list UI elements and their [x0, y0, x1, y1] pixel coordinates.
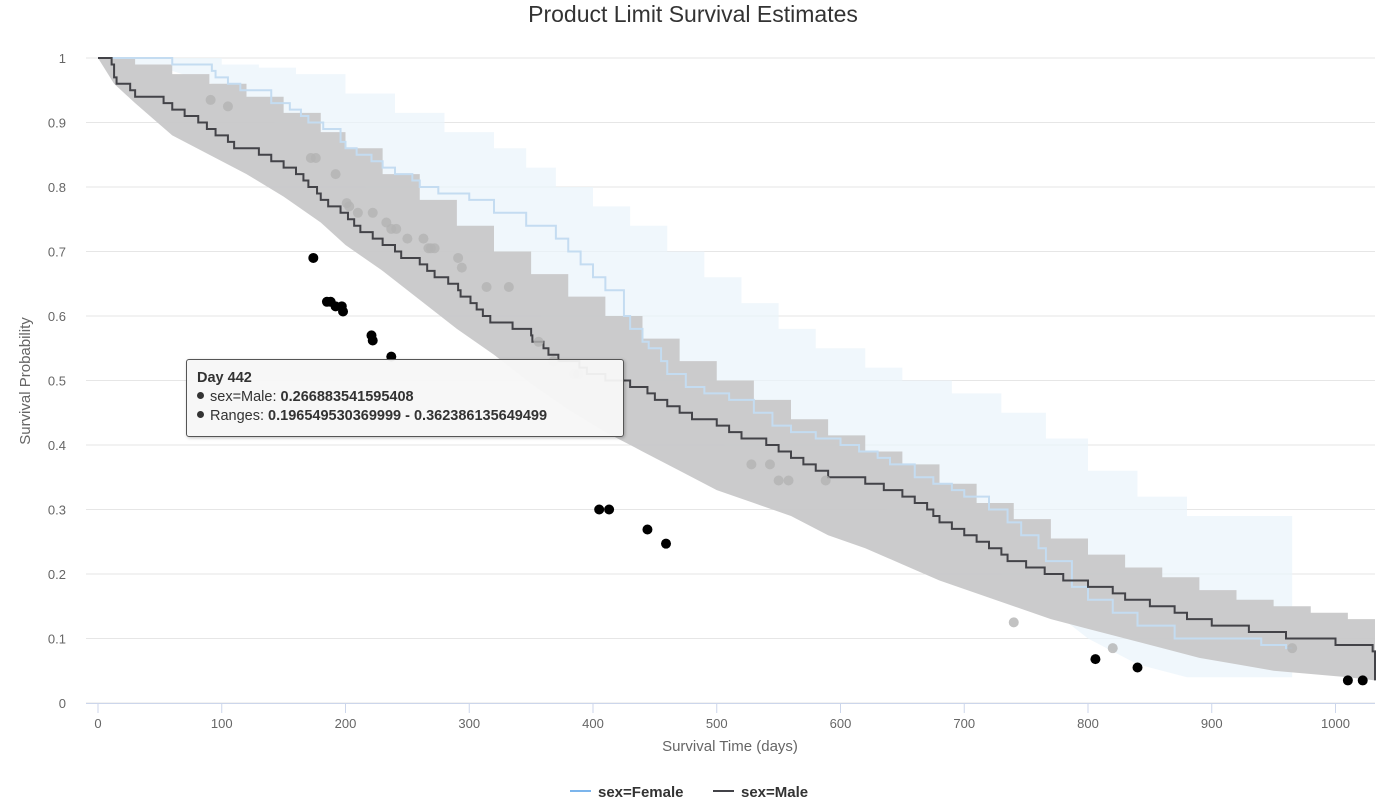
male-censor-marker [1357, 675, 1368, 686]
tooltip-label: Ranges: [210, 408, 269, 424]
female-censor-marker [773, 475, 784, 486]
x-tick-label: 700 [953, 716, 975, 731]
series-dot-icon [197, 392, 204, 399]
female-censor-marker [456, 262, 467, 273]
female-survival-line [98, 57, 1293, 650]
y-tick-label: 0.5 [48, 374, 66, 389]
female-censor-marker [746, 459, 757, 470]
tooltip-row-value: sex=Male: 0.266883541595408 [197, 388, 613, 407]
y-tick-label: 0.2 [48, 567, 66, 582]
x-axis-title: Survival Time (days) [662, 738, 798, 755]
female-censor-marker [418, 233, 429, 244]
tooltip-value: 0.266883541595408 [280, 389, 414, 405]
male-confidence-band [98, 58, 1375, 691]
x-tick-label: 300 [458, 716, 480, 731]
tooltip-value: 0.196549530369999 - 0.362386135649499 [268, 408, 548, 424]
male-censor-marker [338, 306, 349, 317]
female-censor-marker [222, 101, 233, 112]
female-censor-marker [1008, 617, 1019, 628]
x-tick-label: 500 [706, 716, 728, 731]
y-tick-label: 0.4 [48, 438, 66, 453]
female-censor-marker [820, 475, 831, 486]
y-tick-label: 0 [59, 696, 66, 711]
axes: 0 100 200 300 400 500 600 700 800 900 1000 0 0.1 0.2 0… [48, 51, 1375, 731]
female-censor-marker [533, 336, 544, 347]
y-tick-label: 0.8 [48, 180, 66, 195]
female-censor-marker [1287, 643, 1298, 654]
male-censor-marker [1090, 654, 1101, 665]
female-censor-marker [205, 94, 216, 105]
y-tick-label: 0.9 [48, 116, 66, 131]
female-censor-marker [402, 233, 413, 244]
female-censor-marker [481, 281, 492, 292]
male-censor-marker [594, 504, 605, 515]
y-tick-label: 0.3 [48, 503, 66, 518]
female-censor-marker [352, 207, 363, 218]
x-tick-label: 200 [335, 716, 357, 731]
tooltip-row-ranges: Ranges: 0.196549530369999 - 0.3623861356… [197, 407, 613, 426]
female-censor-marker [330, 169, 341, 180]
male-censor-marker [604, 504, 615, 515]
x-tick-label: 100 [211, 716, 233, 731]
x-tick-label: 600 [830, 716, 852, 731]
male-censor-marker [661, 538, 672, 549]
female-censor-marker [453, 252, 464, 263]
legend-label: sex=Female [598, 784, 683, 801]
male-censor-marker [642, 524, 653, 535]
female-censor-marker [429, 243, 440, 254]
legend-item: sex=Female [570, 784, 683, 801]
legend-label: sex=Male [741, 784, 808, 801]
y-tick-label: 0.6 [48, 309, 66, 324]
male-censor-marker [367, 335, 378, 346]
series-dot-icon [197, 411, 204, 418]
y-tick-label: 0.7 [48, 245, 66, 260]
male-censor-marker [1132, 662, 1143, 673]
x-tick-label: 900 [1201, 716, 1223, 731]
male-censor-marker [308, 252, 319, 263]
female-censor-marker [1107, 643, 1118, 654]
female-censor-marker [391, 223, 402, 234]
x-tick-label: 0 [94, 716, 101, 731]
tooltip: Day 442 sex=Male: 0.266883541595408 Rang… [186, 359, 624, 437]
legend-item: sex=Male [713, 784, 808, 801]
chart-title: Product Limit Survival Estimates [528, 1, 858, 27]
tooltip-label: sex=Male: [210, 389, 281, 405]
female-censor-marker [367, 207, 378, 218]
y-tick-label: 0.1 [48, 632, 66, 647]
x-tick-label: 400 [582, 716, 604, 731]
male-censor-marker [1342, 675, 1353, 686]
female-censor-marker [503, 281, 514, 292]
female-censor-marker [310, 152, 321, 163]
censor-markers [205, 94, 1368, 686]
female-censor-marker [764, 459, 775, 470]
female-censor-marker [344, 201, 355, 212]
confidence-bands [98, 58, 1375, 691]
x-tick-label: 800 [1077, 716, 1099, 731]
female-censor-marker [783, 475, 794, 486]
y-tick-label: 1 [59, 51, 66, 66]
x-tick-label: 1000 [1321, 716, 1350, 731]
legend: sex=Female sex=Male [570, 784, 808, 801]
tooltip-header: Day 442 [197, 370, 252, 386]
y-axis-title: Survival Probability [17, 317, 34, 445]
